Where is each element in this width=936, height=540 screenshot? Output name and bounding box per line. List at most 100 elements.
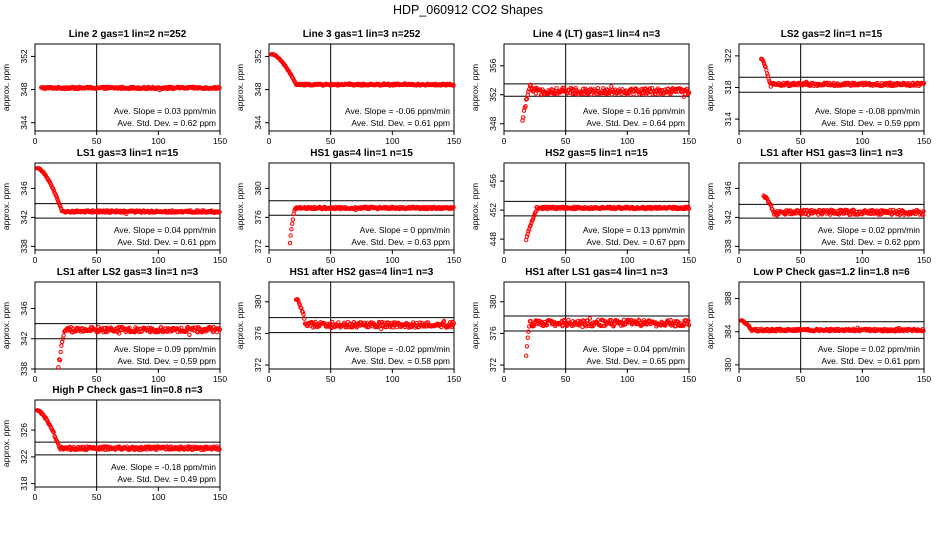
slope-annotation: Ave. Slope = -0.18 ppm/min [111,462,216,472]
data-point [770,207,775,212]
x-tick-label: 100 [151,492,165,502]
y-tick-label: 348 [19,82,29,96]
y-tick-label: 380 [723,357,733,371]
data-point [61,333,66,338]
data-point [51,429,56,435]
y-tick-label: 456 [488,174,498,188]
data-point [56,365,61,370]
y-tick-label: 346 [19,181,29,195]
data-series [520,82,692,123]
data-point [637,92,642,97]
data-series [287,204,456,246]
chart-panel: HS1 gas=4 lin=1 n=15 approx. ppm 0 50 100 150… [235,148,461,265]
y-tick-label: 344 [253,115,263,129]
data-point [797,209,803,215]
data-point [921,328,926,333]
chart-panel: Line 2 gas=1 lin=2 n=252 approx. ppm 0 50 10… [1,29,227,146]
data-point [544,322,550,328]
y-axis-label: approx. ppm [1,64,11,111]
data-point [58,349,63,355]
chart-panel: HS1 after LS1 gas=4 lin=1 n=3 approx. ppm… [470,267,696,384]
data-point [649,86,655,91]
y-axis-label: approx. ppm [235,64,245,111]
data-point [637,318,642,323]
data-point [54,194,59,200]
data-point [59,343,64,348]
x-tick-label: 0 [267,136,272,146]
x-tick-label: 100 [385,255,399,265]
data-point [538,92,544,98]
data-point [554,86,559,91]
data-point [528,318,533,324]
data-point [668,91,673,97]
data-series [56,324,223,370]
x-tick-label: 50 [92,136,102,146]
plot-frame [503,43,690,132]
plot-frame [34,399,221,488]
panel-grid: Line 2 gas=1 lin=2 n=252 approx. ppm 0 50 10… [1,29,931,502]
x-tick-label: 50 [561,374,571,384]
x-tick-label: 0 [267,255,272,265]
x-tick-label: 150 [917,136,931,146]
x-tick-label: 150 [447,374,461,384]
plot-frame [503,281,690,370]
data-point [538,87,543,93]
y-axis-label: approx. ppm [705,302,715,349]
y-tick-label: 452 [488,203,498,217]
data-point [302,316,307,321]
x-tick-label: 150 [682,136,696,146]
data-point [375,324,380,330]
y-tick-label: 314 [723,112,733,126]
data-point [570,91,575,97]
data-point [288,233,293,238]
plot-frame [738,162,925,251]
data-point [217,327,223,332]
data-point [686,206,692,211]
data-point [449,205,454,211]
data-point [56,441,61,446]
x-tick-label: 0 [33,492,38,502]
data-point [301,312,306,317]
data-point [147,329,152,334]
slope-annotation: Ave. Slope = 0.13 ppm/min [583,225,685,235]
data-point [528,223,533,228]
x-tick-label: 100 [151,374,165,384]
x-tick-label: 0 [502,255,507,265]
data-point [523,104,528,109]
std-dev-annotation: Ave. Std. Dev. = 0.61 ppm [351,118,450,128]
slope-annotation: Ave. Slope = 0.03 ppm/min [114,106,216,116]
data-point [764,71,770,76]
x-tick-label: 150 [213,374,227,384]
chart-panel: High P Check gas=1 lin=0.8 n=3 approx. pp… [1,385,227,502]
data-point [289,227,294,232]
data-point [537,318,542,324]
data-point [217,447,222,452]
data-point [57,358,63,363]
data-point [187,332,192,337]
y-tick-label: 372 [488,358,498,372]
data-point [524,234,530,239]
x-tick-label: 0 [502,374,507,384]
x-tick-label: 0 [737,374,742,384]
data-point [526,89,531,94]
std-dev-annotation: Ave. Std. Dev. = 0.58 ppm [351,356,450,366]
data-point [116,331,122,336]
x-tick-label: 150 [917,374,931,384]
std-dev-annotation: Ave. Std. Dev. = 0.61 ppm [117,237,216,247]
data-point [587,316,592,321]
data-point [573,86,578,91]
x-tick-label: 50 [561,255,571,265]
std-dev-annotation: Ave. Std. Dev. = 0.59 ppm [821,118,920,128]
data-point [451,83,456,88]
data-point [533,209,538,214]
data-point [127,325,132,330]
y-axis-label: approx. ppm [470,183,480,230]
x-tick-label: 50 [326,255,336,265]
y-tick-label: 376 [253,326,263,340]
chart-panel: HS2 gas=5 lin=1 n=15 approx. ppm 0 50 100 150… [470,148,696,265]
panel-title: LS1 after HS1 gas=3 lin=1 n=3 [760,148,903,159]
y-tick-label: 346 [723,181,733,195]
data-point [921,81,927,86]
y-tick-label: 338 [723,239,733,253]
